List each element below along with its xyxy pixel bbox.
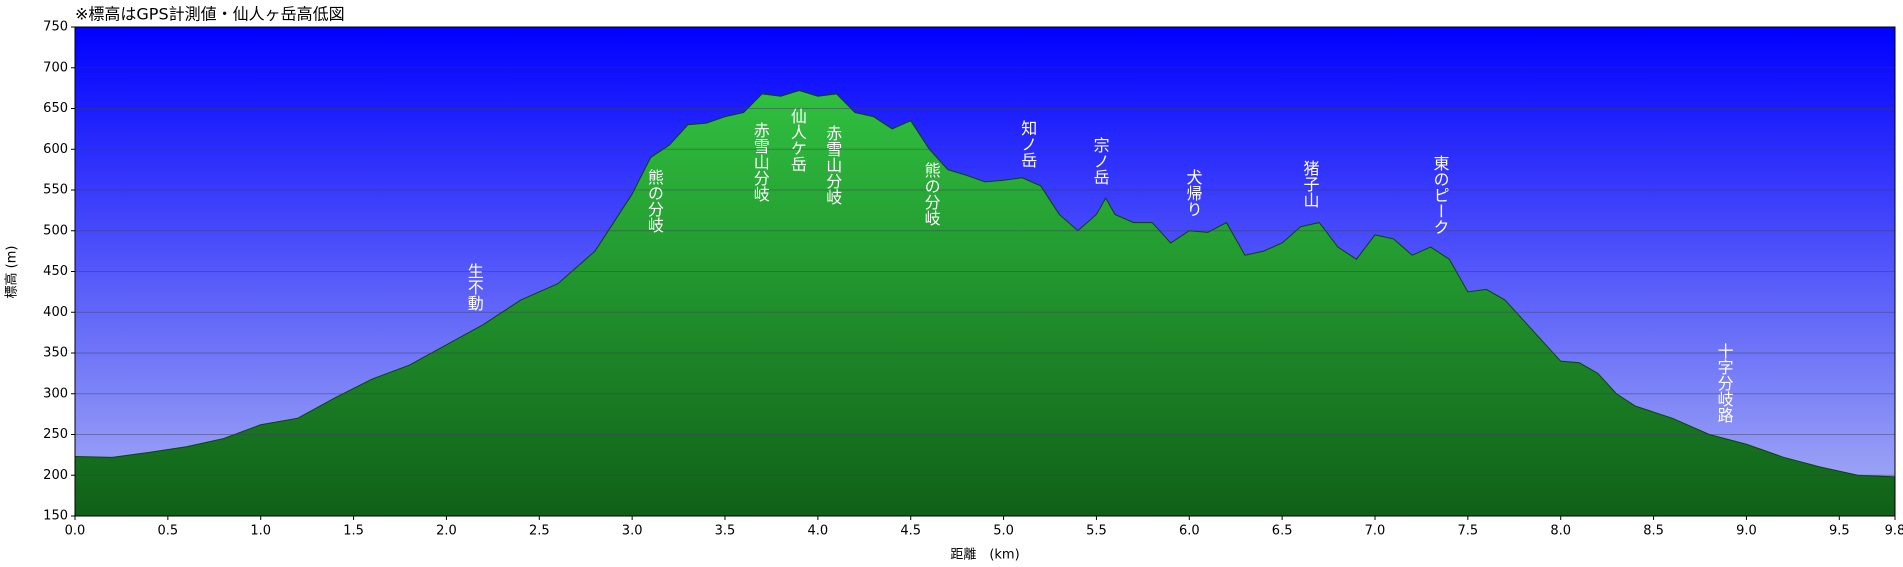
y-tick-label: 500 — [43, 223, 68, 238]
y-tick-label: 700 — [43, 60, 68, 75]
x-tick-label: 8.5 — [1643, 524, 1664, 539]
x-tick-label: 1.0 — [250, 524, 271, 539]
annotation: 十字分岐路 — [1715, 343, 1734, 423]
x-tick-label: 4.5 — [900, 524, 921, 539]
annotation: 東のピーク — [1431, 155, 1450, 235]
y-tick-label: 750 — [43, 20, 68, 35]
x-tick-label: 4.0 — [808, 524, 829, 539]
y-tick-label: 150 — [43, 509, 68, 524]
x-tick-label: 5.5 — [1086, 524, 1107, 539]
x-tick-label: 9.0 — [1736, 524, 1757, 539]
y-tick-label: 200 — [43, 468, 68, 483]
annotation: 宗ノ岳 — [1091, 137, 1110, 185]
x-tick-label: 3.0 — [622, 524, 643, 539]
x-tick-label: 9.8 — [1885, 524, 1903, 539]
plot-frame — [74, 26, 1896, 517]
x-tick-label: 9.5 — [1829, 524, 1850, 539]
x-tick-label: 3.5 — [715, 524, 736, 539]
x-tick-label: 2.0 — [436, 524, 457, 539]
x-tick-label: 0.5 — [158, 524, 179, 539]
x-tick-label: 0.0 — [65, 524, 86, 539]
x-axis-label: 距離 (km) — [950, 548, 1019, 563]
annotation: 知ノ岳 — [1018, 120, 1037, 168]
x-tick-label: 8.0 — [1550, 524, 1571, 539]
y-tick-label: 650 — [43, 101, 68, 116]
annotation: 赤雪山分岐 — [751, 122, 770, 202]
y-tick-label: 300 — [43, 386, 68, 401]
x-tick-label: 2.5 — [529, 524, 550, 539]
y-tick-label: 600 — [43, 142, 68, 157]
annotation: 仙人ケ岳 — [788, 108, 807, 172]
y-tick-label: 250 — [43, 427, 68, 442]
annotation: 猪子山 — [1301, 160, 1320, 208]
annotation: 赤雪山分岐 — [823, 125, 842, 205]
x-tick-label: 6.0 — [1179, 524, 1200, 539]
annotation: 犬帰り — [1184, 169, 1203, 217]
elevation-area — [74, 90, 1896, 517]
chart-title: ※標高はGPS計測値・仙人ヶ岳高低図 — [75, 5, 345, 24]
y-tick-label: 550 — [43, 183, 68, 198]
y-axis-label: 標高 (m) — [4, 246, 20, 299]
x-tick-label: 7.0 — [1365, 524, 1386, 539]
y-tick-label: 350 — [43, 346, 68, 361]
annotation: 熊の分岐 — [645, 169, 664, 233]
annotation: 生不動 — [465, 263, 484, 312]
x-tick-label: 1.5 — [343, 524, 364, 539]
y-tick-label: 400 — [43, 305, 68, 320]
y-tick-label: 450 — [43, 264, 68, 279]
x-tick-label: 7.5 — [1458, 524, 1479, 539]
annotation: 熊の分岐 — [922, 162, 941, 226]
x-tick-label: 5.0 — [993, 524, 1014, 539]
x-tick-label: 6.5 — [1272, 524, 1293, 539]
